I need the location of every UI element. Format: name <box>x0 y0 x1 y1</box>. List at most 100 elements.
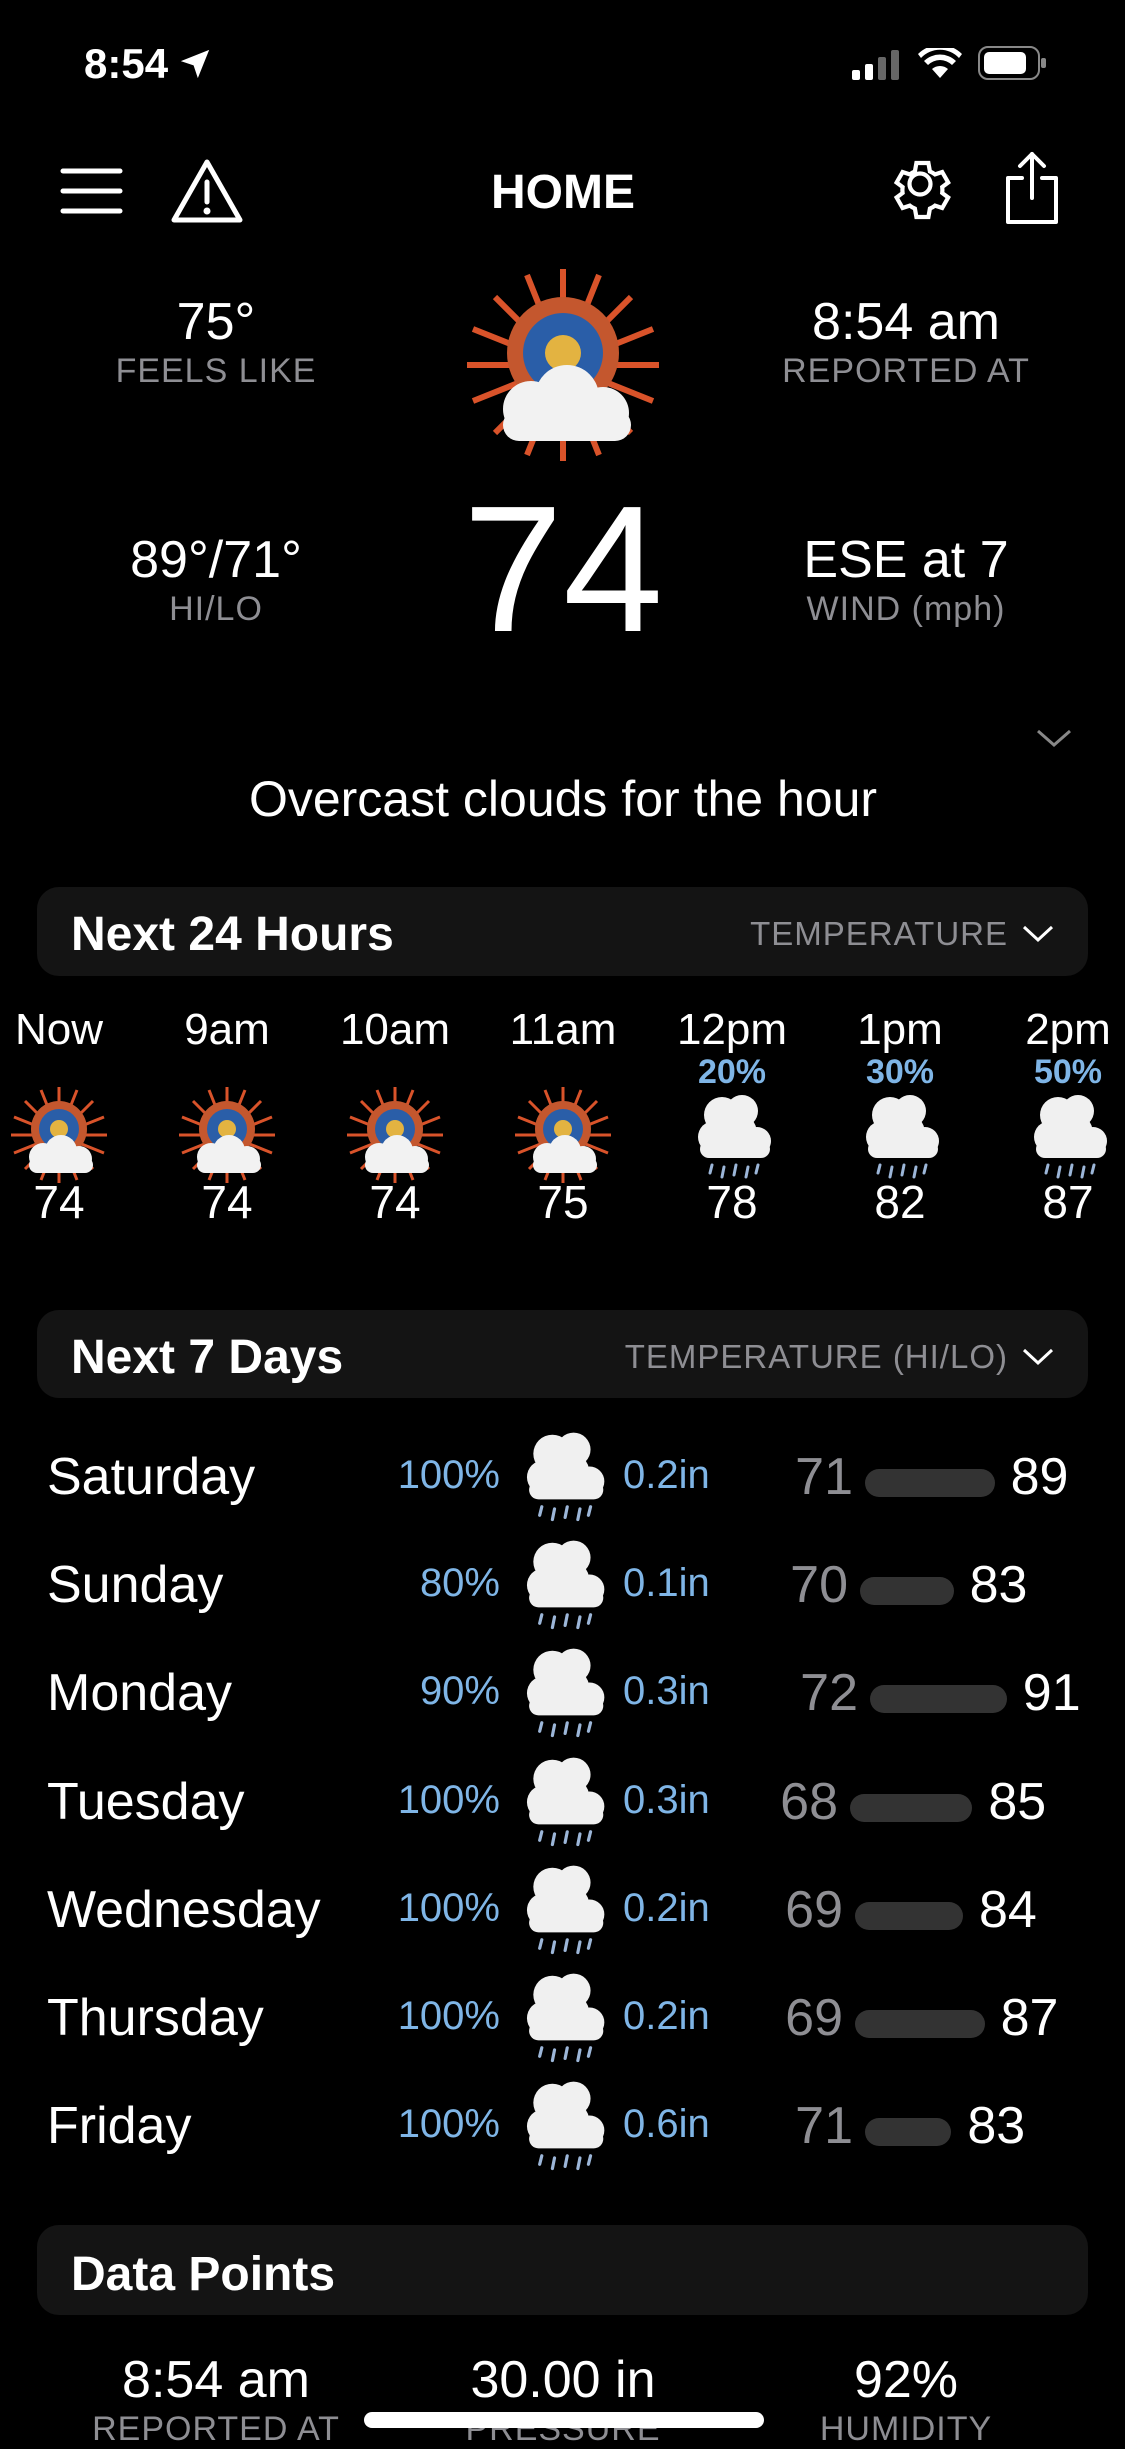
hourly-item: 2pm 50% 87 <box>984 1005 1125 1235</box>
page-title: HOME <box>491 166 635 219</box>
hi-lo: 89°/71° HI/LO <box>130 530 302 629</box>
data-point-label: HUMIDITY <box>819 2410 993 2448</box>
day-name: Sunday <box>47 1556 224 1615</box>
data-point: 30.00 in PRESSURE <box>465 2350 660 2449</box>
rain-clouds-icon <box>510 1636 616 1746</box>
feels-like: 75° FEELS LIKE <box>116 292 317 391</box>
daily-row[interactable]: Thursday 100% 0.2in 69 87 <box>0 1966 1125 2066</box>
daily-row[interactable]: Friday 100% 0.6in 71 83 <box>0 2074 1125 2174</box>
hourly-item: 9am 74 <box>143 1005 311 1235</box>
status-icons <box>852 46 1048 80</box>
low-temp: 69 <box>785 1989 843 2047</box>
hour-temp: 87 <box>1042 1176 1094 1228</box>
low-temp: 71 <box>795 1448 853 1506</box>
alerts-button[interactable] <box>170 158 244 229</box>
hour-label: 11am <box>509 1005 617 1054</box>
daily-row[interactable]: Tuesday 100% 0.3in 68 85 <box>0 1750 1125 1850</box>
partly-cloudy-sun-icon <box>463 265 663 465</box>
hour-label: Now <box>14 1005 104 1054</box>
wind: ESE at 7 WIND (mph) <box>803 530 1008 629</box>
hour-label: 9am <box>184 1005 270 1054</box>
day-name: Thursday <box>47 1989 264 2047</box>
high-temp: 83 <box>967 2097 1026 2156</box>
gear-icon <box>893 160 951 220</box>
location-arrow-icon <box>180 49 210 79</box>
precip-amount: 0.2in <box>623 1994 710 2038</box>
data-point: 8:54 am REPORTED AT <box>92 2350 340 2449</box>
precip-chance: 100% <box>397 1994 500 2038</box>
condition-summary: Overcast clouds for the hour <box>248 771 878 827</box>
data-point-value: 92% <box>853 2351 959 2409</box>
precip-chance: 30% <box>865 1053 935 1091</box>
sun-clouds-icon <box>177 1085 277 1185</box>
warning-icon <box>171 159 243 223</box>
hourly-title: Next 24 Hours <box>71 908 394 961</box>
hourly-metric-selector[interactable]: TEMPERATURE <box>750 915 1054 953</box>
hour-label: 10am <box>339 1005 451 1054</box>
hourly-item: Now 74 <box>0 1005 143 1235</box>
rain-clouds-icon <box>510 1853 616 1963</box>
settings-button[interactable] <box>884 154 956 231</box>
hourly-item: 1pm 30% 82 <box>816 1005 984 1235</box>
low-temp: 68 <box>780 1772 838 1831</box>
hour-label: 2pm <box>1025 1005 1111 1054</box>
share-button[interactable] <box>1002 150 1062 231</box>
feels-like-value: 75° <box>176 293 256 351</box>
hourly-metric-label: TEMPERATURE <box>750 915 1008 952</box>
daily-header: Next 7 Days TEMPERATURE (HI/LO) <box>37 1310 1088 1398</box>
share-icon <box>1006 152 1058 224</box>
precip-chance: 100% <box>397 1777 500 1822</box>
hour-temp: 75 <box>537 1176 589 1228</box>
temp-range-bar <box>865 2118 952 2147</box>
reported-at: 8:54 am REPORTED AT <box>782 292 1030 391</box>
chevron-down-icon[interactable] <box>1036 728 1072 748</box>
precip-chance: 20% <box>697 1053 767 1091</box>
hi-lo-value: 89°/71° <box>130 531 302 589</box>
precip-amount: 0.6in <box>623 2102 710 2147</box>
rain-clouds-icon <box>510 1961 616 2071</box>
high-temp: 84 <box>979 1880 1037 1939</box>
rain-clouds-icon <box>850 1085 950 1185</box>
hour-temp: 74 <box>33 1176 85 1228</box>
hourly-header: Next 24 Hours TEMPERATURE <box>37 887 1088 976</box>
daily-metric-label: TEMPERATURE (HI/LO) <box>624 1338 1008 1375</box>
reported-at-value: 8:54 am <box>812 293 1000 351</box>
high-temp: 85 <box>988 1772 1047 1831</box>
daily-row[interactable]: Sunday 80% 0.1in 70 83 <box>0 1533 1125 1633</box>
hourly-item: 12pm 20% 78 <box>648 1005 816 1235</box>
rain-clouds-icon <box>510 2069 616 2179</box>
menu-button[interactable] <box>60 166 124 221</box>
wind-value: ESE at 7 <box>803 531 1009 589</box>
hour-temp: 78 <box>706 1176 758 1228</box>
day-name: Saturday <box>47 1448 256 1506</box>
precip-amount: 0.2in <box>623 1885 710 1930</box>
daily-row[interactable]: Monday 90% 0.3in 72 91 <box>0 1641 1125 1741</box>
temp-range-bar <box>855 1901 963 1930</box>
wind-label: WIND (mph) <box>806 590 1006 628</box>
daily-row[interactable]: Wednesday 100% 0.2in 69 84 <box>0 1858 1125 1958</box>
precip-chance: 100% <box>397 1453 500 1497</box>
battery-icon <box>978 46 1046 80</box>
home-indicator[interactable] <box>364 2412 764 2428</box>
chevron-down-icon <box>1022 1348 1054 1366</box>
sun-clouds-icon <box>345 1085 445 1185</box>
daily-metric-selector[interactable]: TEMPERATURE (HI/LO) <box>625 1338 1054 1376</box>
temp-range-bar <box>850 1793 973 1822</box>
high-temp: 83 <box>969 1556 1028 1615</box>
feels-like-label: FEELS LIKE <box>115 352 317 390</box>
data-points-title: Data Points <box>71 2248 336 2301</box>
hour-temp: 74 <box>369 1176 421 1228</box>
precip-chance: 90% <box>419 1669 500 1714</box>
precip-amount: 0.3in <box>623 1777 710 1822</box>
status-bar-time: 8:54 <box>84 40 212 88</box>
low-temp: 70 <box>790 1556 848 1615</box>
precip-chance: 50% <box>1033 1053 1103 1091</box>
rain-clouds-icon <box>682 1085 782 1185</box>
precip-chance: 80% <box>419 1561 500 1606</box>
daily-row[interactable]: Saturday 100% 0.2in 71 89 <box>0 1425 1125 1525</box>
chevron-down-icon <box>1022 925 1054 943</box>
high-temp: 87 <box>1000 1989 1059 2047</box>
hour-label: 1pm <box>857 1005 943 1054</box>
temp-range-bar <box>860 1577 954 1606</box>
hi-lo-label: HI/LO <box>169 590 263 628</box>
